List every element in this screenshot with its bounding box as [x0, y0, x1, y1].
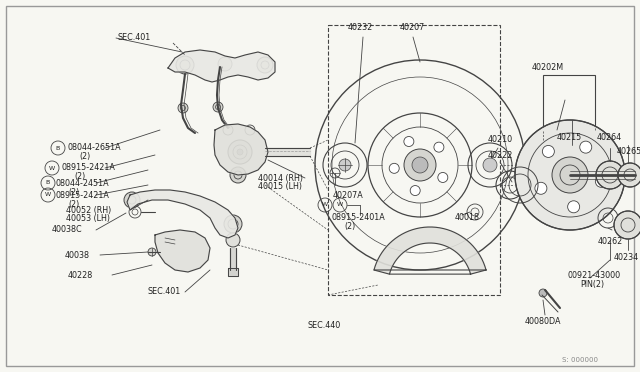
- Circle shape: [148, 248, 156, 256]
- Circle shape: [483, 158, 497, 172]
- Text: 40052 (RH): 40052 (RH): [66, 205, 111, 215]
- Text: B: B: [56, 145, 60, 151]
- Text: 40207: 40207: [400, 23, 425, 32]
- Circle shape: [228, 140, 252, 164]
- Bar: [543, 75, 595, 130]
- Text: 08915-2421A: 08915-2421A: [62, 164, 116, 173]
- Circle shape: [237, 149, 243, 155]
- Circle shape: [535, 182, 547, 194]
- Text: 08044-2651A: 08044-2651A: [67, 144, 120, 153]
- Text: 08915-2421A: 08915-2421A: [56, 190, 110, 199]
- Text: 40215: 40215: [557, 134, 582, 142]
- Polygon shape: [214, 124, 268, 175]
- Text: 40018: 40018: [455, 214, 480, 222]
- Circle shape: [434, 142, 444, 152]
- Text: 40264: 40264: [597, 134, 622, 142]
- Text: B: B: [46, 180, 50, 186]
- Text: 40228: 40228: [68, 270, 93, 279]
- Text: 08915-2401A: 08915-2401A: [332, 214, 386, 222]
- Text: SEC.401: SEC.401: [148, 288, 181, 296]
- Text: 40265: 40265: [617, 148, 640, 157]
- Text: 40207A: 40207A: [333, 190, 364, 199]
- Circle shape: [404, 149, 436, 181]
- Circle shape: [412, 157, 428, 173]
- Polygon shape: [127, 190, 238, 238]
- Text: 08044-2451A: 08044-2451A: [56, 179, 109, 187]
- Text: 40053 (LH): 40053 (LH): [66, 215, 110, 224]
- Circle shape: [339, 159, 351, 171]
- Text: 40222: 40222: [488, 151, 513, 160]
- Text: W: W: [49, 166, 55, 170]
- Text: (2): (2): [344, 222, 355, 231]
- Circle shape: [404, 137, 414, 147]
- Circle shape: [410, 186, 420, 196]
- Circle shape: [230, 167, 246, 183]
- Circle shape: [124, 192, 140, 208]
- Circle shape: [226, 233, 240, 247]
- Circle shape: [213, 102, 223, 112]
- Text: 40080DA: 40080DA: [525, 317, 561, 327]
- Circle shape: [580, 141, 592, 153]
- Text: (2): (2): [68, 187, 79, 196]
- Text: PIN(2): PIN(2): [580, 279, 604, 289]
- Circle shape: [539, 289, 547, 297]
- Circle shape: [595, 175, 607, 187]
- Text: 40232: 40232: [348, 23, 373, 32]
- Circle shape: [568, 201, 580, 213]
- Polygon shape: [228, 268, 238, 276]
- Text: 40210: 40210: [488, 135, 513, 144]
- Text: W: W: [337, 202, 343, 208]
- Circle shape: [542, 145, 554, 157]
- Text: W: W: [45, 192, 51, 198]
- Circle shape: [257, 57, 273, 73]
- Text: 40262: 40262: [598, 237, 623, 247]
- Circle shape: [596, 161, 624, 189]
- Circle shape: [618, 163, 640, 187]
- Text: 40202M: 40202M: [532, 64, 564, 73]
- Circle shape: [438, 173, 448, 182]
- Text: 00921-43000: 00921-43000: [568, 270, 621, 279]
- Circle shape: [515, 120, 625, 230]
- Text: W: W: [322, 202, 328, 208]
- Text: 40038C: 40038C: [52, 225, 83, 234]
- Circle shape: [552, 157, 588, 193]
- Text: SEC.440: SEC.440: [307, 321, 340, 330]
- Circle shape: [176, 56, 194, 74]
- Text: (2): (2): [68, 199, 79, 208]
- Polygon shape: [374, 227, 486, 274]
- Bar: [328, 25, 500, 295]
- Polygon shape: [155, 230, 210, 272]
- Text: 40015 (LH): 40015 (LH): [258, 183, 302, 192]
- Circle shape: [389, 163, 399, 173]
- Polygon shape: [168, 50, 275, 82]
- Text: (2): (2): [79, 153, 90, 161]
- Text: 40234: 40234: [614, 253, 639, 263]
- Text: (2): (2): [74, 173, 85, 182]
- Text: SEC.401: SEC.401: [118, 33, 151, 42]
- Text: 40038: 40038: [65, 250, 90, 260]
- Circle shape: [218, 57, 232, 71]
- Text: S: 000000: S: 000000: [562, 357, 598, 363]
- Circle shape: [224, 215, 242, 233]
- Text: 40014 (RH): 40014 (RH): [258, 173, 303, 183]
- Circle shape: [178, 103, 188, 113]
- Circle shape: [614, 211, 640, 239]
